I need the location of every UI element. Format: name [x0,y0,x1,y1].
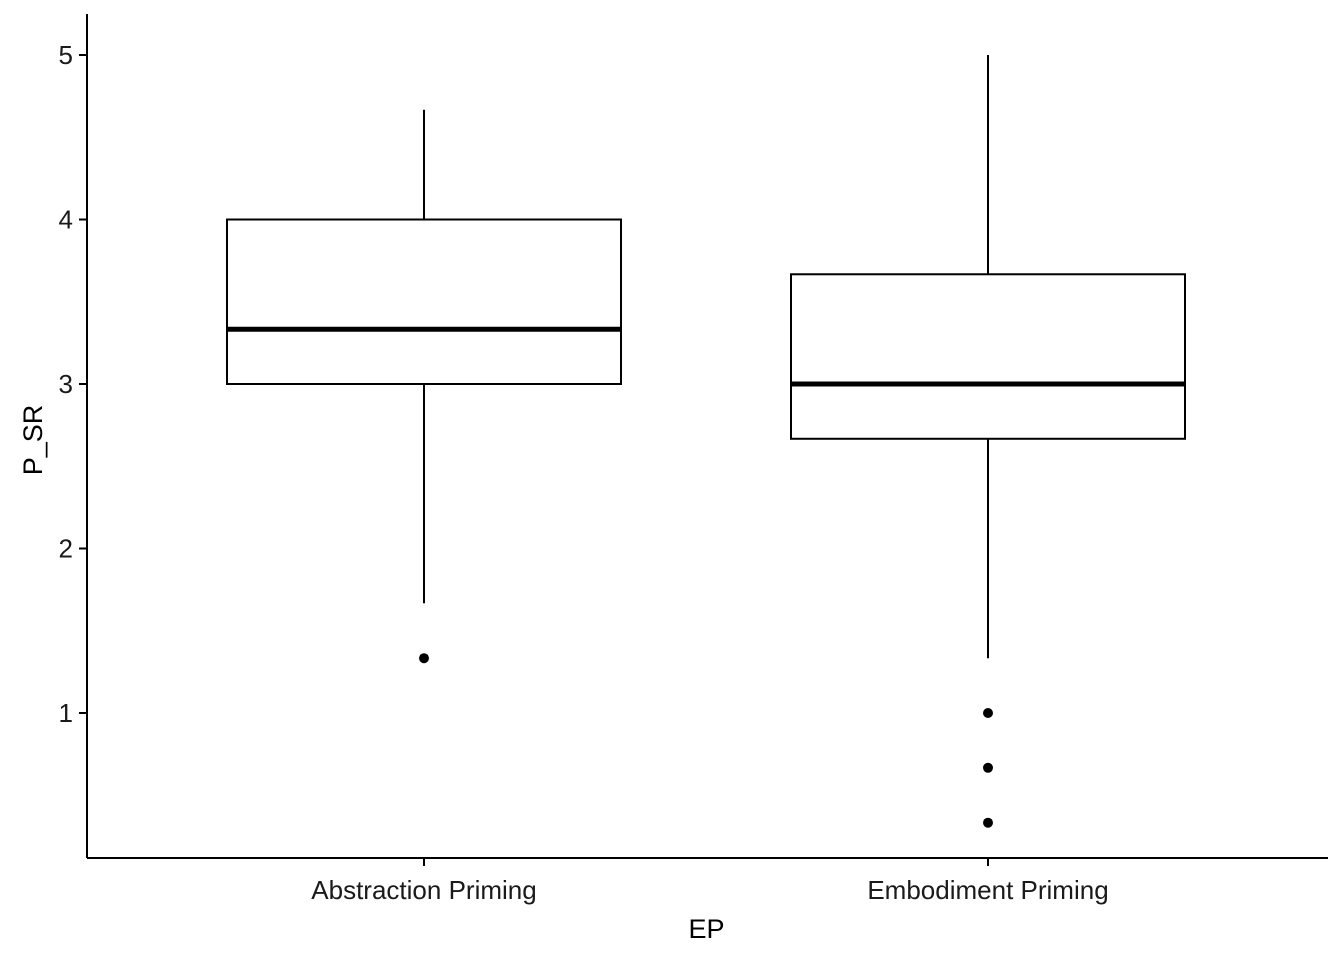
y-tick-label: 5 [59,40,73,70]
y-axis-ticks: 1 2 3 4 5 [59,40,87,728]
y-tick-label: 1 [59,698,73,728]
box-iqr [790,273,1186,440]
x-axis-title: EP [688,914,724,944]
y-axis-title: P_SR [18,405,48,476]
outlier-point [983,817,993,828]
x-tick-label: Abstraction Priming [311,875,536,905]
axes [86,14,1328,859]
y-tick-label: 2 [59,534,73,564]
x-tick-label: Embodiment Priming [867,875,1108,905]
outlier-point [419,653,429,664]
plot-area [226,55,1186,828]
box-iqr [226,218,622,385]
box-group [790,55,1186,828]
x-axis-ticks: Abstraction Priming Embodiment Priming [311,858,1109,905]
box-group [226,109,622,664]
y-tick-label: 4 [59,205,73,235]
outlier-point [983,708,993,718]
y-tick-label: 3 [59,369,73,399]
outlier-point [983,762,993,773]
